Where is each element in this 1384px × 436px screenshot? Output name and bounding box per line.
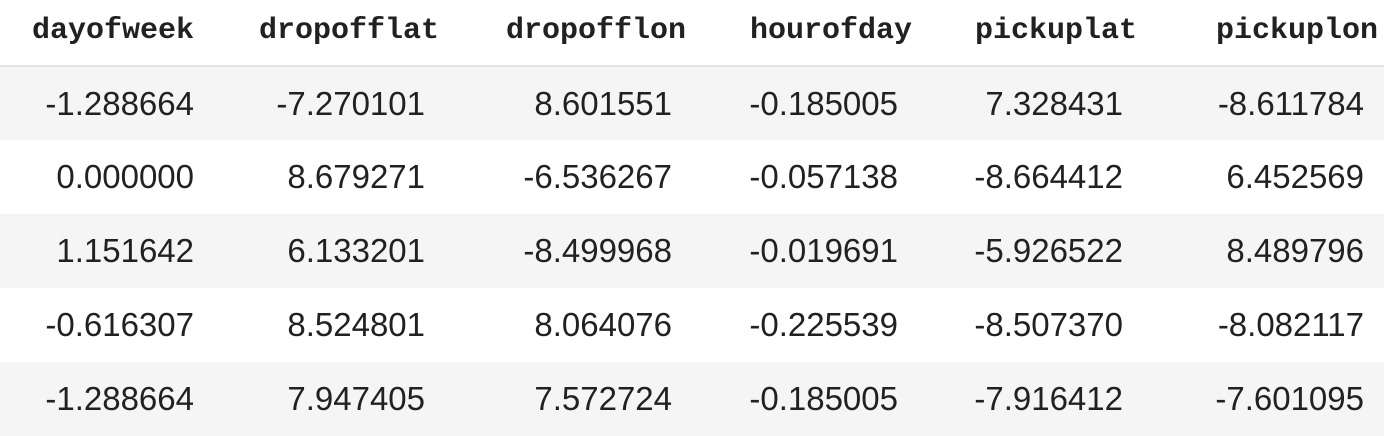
table-cell: -7.916412	[918, 362, 1143, 436]
table-cell: -1.288664	[0, 362, 200, 436]
table-cell: -0.185005	[692, 362, 918, 436]
table-cell: -1.288664	[0, 66, 200, 140]
table-cell: 8.679271	[200, 140, 445, 214]
column-header-dayofweek: dayofweek	[0, 0, 200, 67]
column-header-pickuplat: pickuplat	[918, 0, 1143, 67]
table-cell: 8.524801	[200, 288, 445, 362]
table-cell: 6.133201	[200, 214, 445, 288]
table-cell: -8.611784	[1143, 66, 1384, 140]
column-header-dropofflat: dropofflat	[200, 0, 445, 67]
table-cell: -5.926522	[918, 214, 1143, 288]
table-cell: 6.452569	[1143, 140, 1384, 214]
table-cell: 8.064076	[445, 288, 692, 362]
table-cell: -0.057138	[692, 140, 918, 214]
table-row: -0.616307 8.524801 8.064076 -0.225539 -8…	[0, 288, 1384, 362]
table-cell: 0.000000	[0, 140, 200, 214]
column-header-pickuplon: pickuplon	[1143, 0, 1384, 67]
table-cell: 8.601551	[445, 66, 692, 140]
table-row: -1.288664 7.947405 7.572724 -0.185005 -7…	[0, 362, 1384, 436]
table-cell: 7.572724	[445, 362, 692, 436]
table-cell: -0.185005	[692, 66, 918, 140]
table-row: -1.288664 -7.270101 8.601551 -0.185005 7…	[0, 66, 1384, 140]
column-header-dropofflon: dropofflon	[445, 0, 692, 67]
header-row: dayofweek dropofflat dropofflon hourofda…	[0, 0, 1384, 67]
table-cell: 7.947405	[200, 362, 445, 436]
table-cell: -8.499968	[445, 214, 692, 288]
table-cell: -0.616307	[0, 288, 200, 362]
table-header: dayofweek dropofflat dropofflon hourofda…	[0, 0, 1384, 67]
table-cell: -6.536267	[445, 140, 692, 214]
table-cell: -8.664412	[918, 140, 1143, 214]
table-cell: -7.270101	[200, 66, 445, 140]
column-header-hourofday: hourofday	[692, 0, 918, 67]
table-cell: -7.601095	[1143, 362, 1384, 436]
table-cell: -8.082117	[1143, 288, 1384, 362]
table-body: -1.288664 -7.270101 8.601551 -0.185005 7…	[0, 66, 1384, 436]
table-cell: -0.019691	[692, 214, 918, 288]
table-cell: 7.328431	[918, 66, 1143, 140]
table-cell: -0.225539	[692, 288, 918, 362]
table-row: 1.151642 6.133201 -8.499968 -0.019691 -5…	[0, 214, 1384, 288]
table-cell: -8.507370	[918, 288, 1143, 362]
table-cell: 8.489796	[1143, 214, 1384, 288]
table-cell: 1.151642	[0, 214, 200, 288]
table-row: 0.000000 8.679271 -6.536267 -0.057138 -8…	[0, 140, 1384, 214]
